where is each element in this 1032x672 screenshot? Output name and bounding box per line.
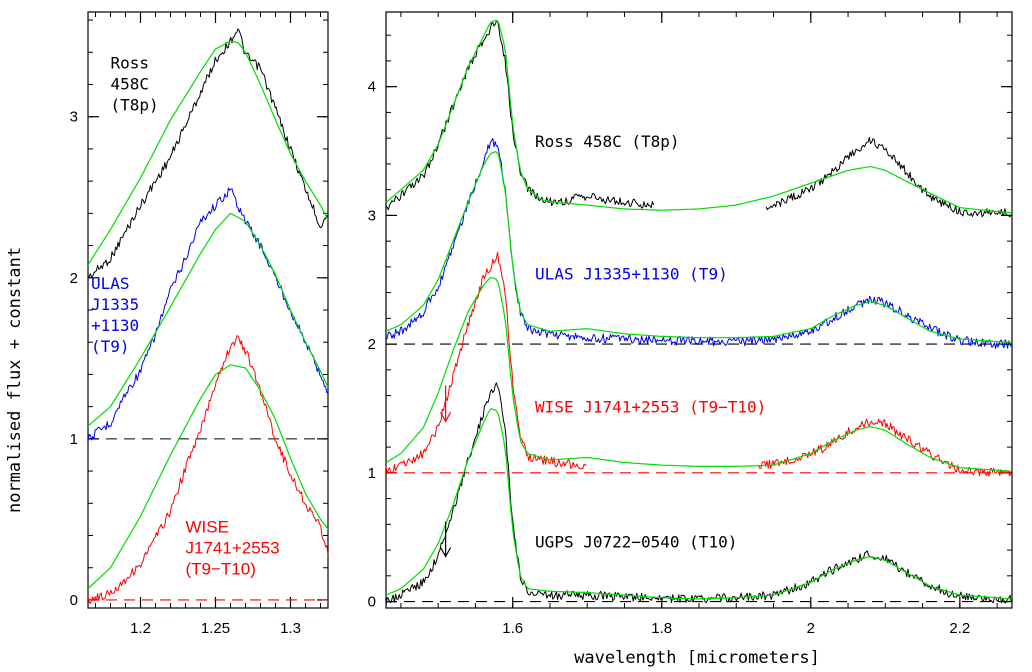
- right-panel: 1.6 1.8 2 2.2 0 1 2 3 4 Ross 458C (T8p) ULAS J1335…: [368, 11, 1013, 637]
- right-x-tick-label: 1.6: [502, 620, 523, 637]
- y-axis-label: normalised flux + constant: [5, 247, 25, 513]
- left-panel: 1.2 1.25 1.3 0 1 2 3 Ross 458C (T8p) ULAS J1335 +113…: [70, 11, 329, 637]
- right-series-1-model: [385, 19, 1012, 214]
- right-y-tick-label: 0: [368, 594, 376, 611]
- right-series-2-spectrum: [385, 137, 1012, 349]
- left-series-5-model: [87, 364, 329, 590]
- right-object-label: ULAS J1335+1130 (T9): [535, 265, 728, 284]
- right-x-tick-label: 2: [807, 620, 815, 637]
- right-series-3-model: [385, 151, 1012, 344]
- right-object-label: WISE J1741+2553 (T9−T10): [535, 397, 766, 416]
- right-arrow-head: [440, 412, 452, 423]
- left-object-label: Ross 458C (T8p): [111, 53, 159, 114]
- right-object-label: Ross 458C (T8p): [535, 132, 680, 151]
- right-series-6-spectrum: [385, 382, 1012, 606]
- right-series-5-model: [385, 276, 1012, 473]
- left-x-tick-label: 1.2: [130, 620, 151, 637]
- right-y-tick-label: 4: [368, 79, 376, 96]
- right-series-0-spectrum: [765, 136, 1011, 218]
- right-y-tick-label: 3: [368, 207, 376, 224]
- right-x-tick-label: 2.2: [949, 620, 970, 637]
- left-y-tick-label: 0: [70, 592, 78, 609]
- left-y-tick-label: 2: [70, 270, 78, 287]
- left-series-3-model: [87, 212, 329, 427]
- left-series-2-spectrum: [87, 187, 329, 441]
- left-series-0-spectrum: [87, 28, 329, 279]
- left-object-label: WISE J1741+2553 (T9−T10): [186, 517, 280, 578]
- right-arrow-head: [440, 547, 452, 558]
- right-series-0-spectrum: [385, 20, 655, 211]
- left-y-tick-label: 3: [70, 109, 78, 126]
- right-y-tick-label: 1: [368, 465, 376, 482]
- right-series-7-model: [385, 408, 1012, 600]
- right-series-4-spectrum: [758, 418, 1013, 477]
- left-x-tick-label: 1.3: [280, 620, 301, 637]
- left-object-label: ULAS J1335 +1130 (T9): [91, 274, 139, 356]
- right-object-label: UGPS J0722−0540 (T10): [535, 532, 737, 551]
- left-x-tick-label: 1.25: [201, 620, 230, 637]
- left-series-4-spectrum: [87, 335, 329, 604]
- right-x-tick-label: 1.8: [651, 620, 672, 637]
- right-y-tick-label: 2: [368, 336, 376, 353]
- left-y-tick-label: 1: [70, 431, 78, 448]
- right-series-4-spectrum: [385, 251, 587, 475]
- x-axis-label: wavelength [micrometers]: [574, 648, 820, 668]
- left-series-1-model: [87, 40, 329, 266]
- right-plot-frame: [385, 11, 1013, 609]
